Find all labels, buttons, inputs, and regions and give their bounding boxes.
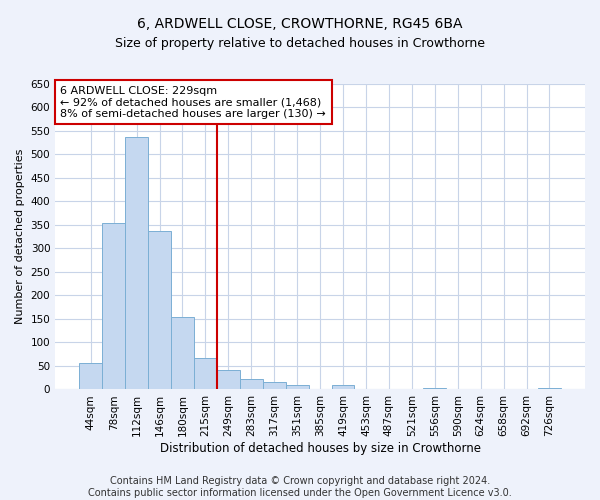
Bar bbox=[286, 385, 308, 390]
Bar bbox=[148, 230, 171, 390]
Bar bbox=[240, 379, 263, 390]
Bar bbox=[217, 370, 240, 390]
Bar bbox=[332, 385, 355, 390]
Bar bbox=[79, 362, 102, 390]
Text: 6 ARDWELL CLOSE: 229sqm
← 92% of detached houses are smaller (1,468)
8% of semi-: 6 ARDWELL CLOSE: 229sqm ← 92% of detache… bbox=[61, 86, 326, 118]
Bar bbox=[102, 223, 125, 390]
Y-axis label: Number of detached properties: Number of detached properties bbox=[15, 149, 25, 324]
Bar bbox=[423, 388, 446, 390]
Bar bbox=[263, 382, 286, 390]
Text: Contains HM Land Registry data © Crown copyright and database right 2024.
Contai: Contains HM Land Registry data © Crown c… bbox=[88, 476, 512, 498]
Text: Size of property relative to detached houses in Crowthorne: Size of property relative to detached ho… bbox=[115, 38, 485, 51]
Bar bbox=[194, 358, 217, 390]
X-axis label: Distribution of detached houses by size in Crowthorne: Distribution of detached houses by size … bbox=[160, 442, 481, 455]
Bar bbox=[171, 316, 194, 390]
Bar bbox=[125, 136, 148, 390]
Text: 6, ARDWELL CLOSE, CROWTHORNE, RG45 6BA: 6, ARDWELL CLOSE, CROWTHORNE, RG45 6BA bbox=[137, 18, 463, 32]
Bar bbox=[538, 388, 561, 390]
